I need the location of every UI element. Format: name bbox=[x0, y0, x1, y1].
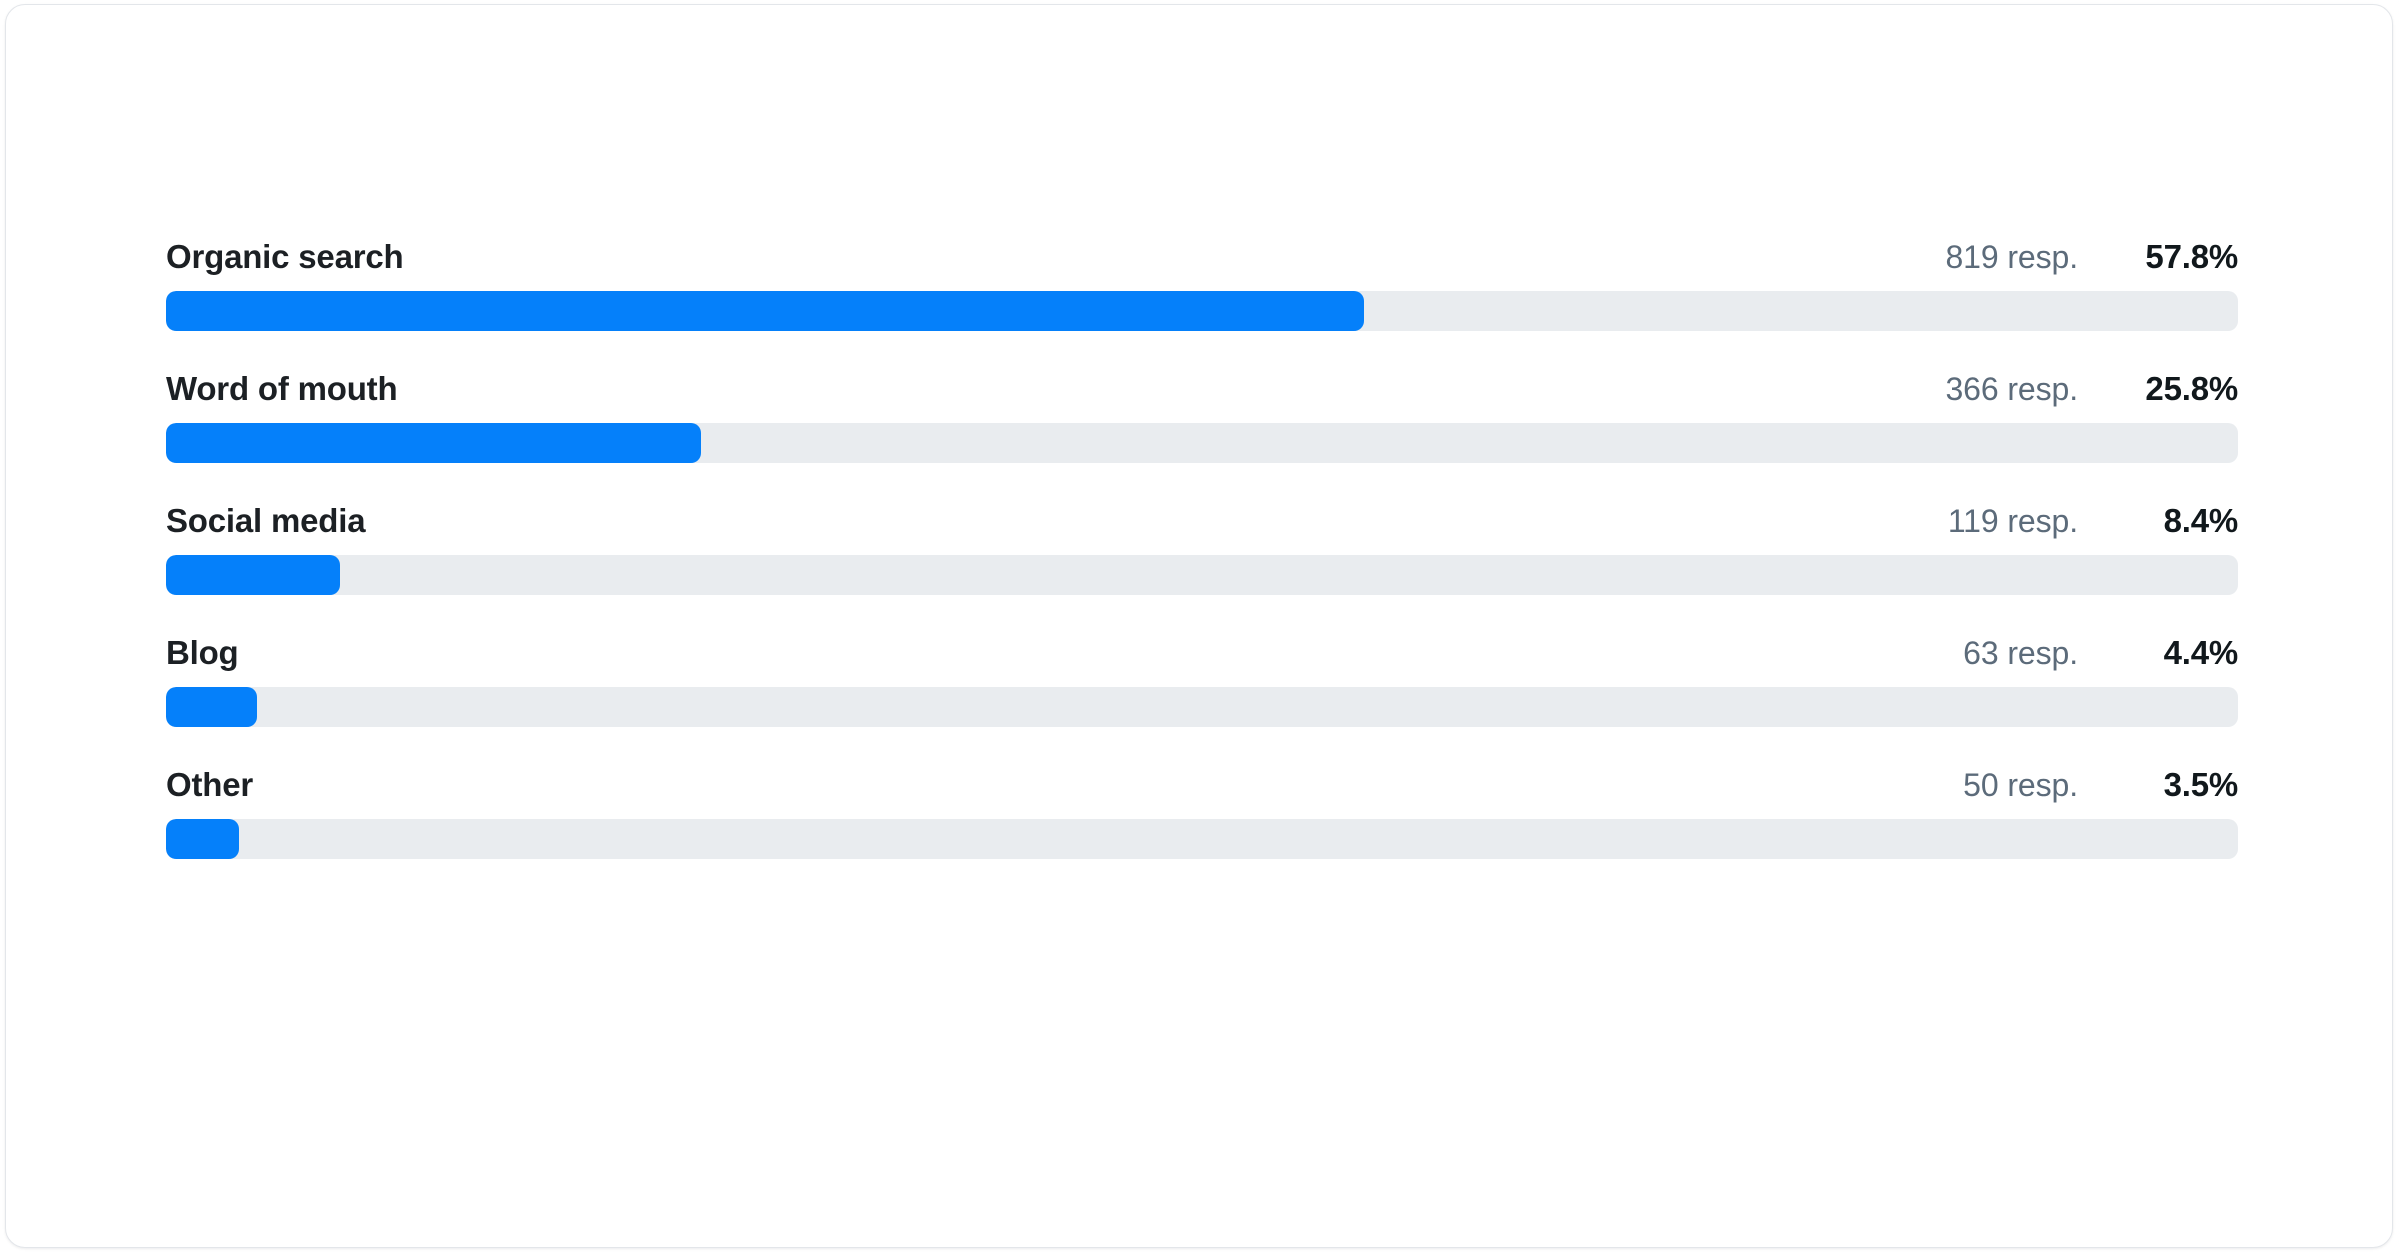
bar-row-values: 63 resp. 4.4% bbox=[1963, 631, 2238, 675]
bar-row-count: 366 resp. bbox=[1945, 371, 2078, 407]
bar-row-percent: 8.4% bbox=[2163, 502, 2239, 539]
bar-fill bbox=[166, 555, 341, 595]
bar-row-percent: 25.8% bbox=[2145, 370, 2238, 407]
bar-fill bbox=[166, 423, 701, 463]
bar-fill bbox=[166, 687, 258, 727]
bar-row-percent: 4.4% bbox=[2163, 634, 2239, 671]
bar-row-count: 119 resp. bbox=[1947, 503, 2078, 539]
bar-row-values: 819 resp. 57.8% bbox=[1945, 235, 2238, 279]
bar-fill bbox=[166, 291, 1364, 331]
results-card: Organic search 819 resp. 57.8% Word of m… bbox=[5, 4, 2393, 1248]
bar-row-values: 119 resp. 8.4% bbox=[1948, 499, 2238, 543]
bar-fill bbox=[166, 819, 239, 859]
bar-row-label: Social media bbox=[166, 502, 366, 539]
bar-row-count: 50 resp. bbox=[1963, 767, 2078, 803]
bar-row-header: Other 50 resp. 3.5% bbox=[166, 763, 2238, 807]
bar-track bbox=[166, 423, 2238, 463]
bar-row[interactable]: Organic search 819 resp. 57.8% bbox=[166, 235, 2238, 331]
bar-row-header: Social media 119 resp. 8.4% bbox=[166, 499, 2238, 543]
bar-row-label: Blog bbox=[166, 634, 239, 671]
bar-row-values: 50 resp. 3.5% bbox=[1963, 763, 2238, 807]
bar-row-header: Blog 63 resp. 4.4% bbox=[166, 631, 2238, 675]
bar-row[interactable]: Other 50 resp. 3.5% bbox=[166, 763, 2238, 859]
bar-track bbox=[166, 687, 2238, 727]
bar-track bbox=[166, 291, 2238, 331]
response-breakdown-chart: Organic search 819 resp. 57.8% Word of m… bbox=[166, 235, 2238, 859]
bar-row-label: Organic search bbox=[166, 238, 404, 275]
bar-row[interactable]: Blog 63 resp. 4.4% bbox=[166, 631, 2238, 727]
bar-track bbox=[166, 819, 2238, 859]
bar-row-values: 366 resp. 25.8% bbox=[1945, 367, 2238, 411]
bar-row[interactable]: Word of mouth 366 resp. 25.8% bbox=[166, 367, 2238, 463]
bar-row-header: Word of mouth 366 resp. 25.8% bbox=[166, 367, 2238, 411]
bar-row-label: Other bbox=[166, 766, 254, 803]
bar-track bbox=[166, 555, 2238, 595]
bar-row-percent: 57.8% bbox=[2145, 238, 2238, 275]
bar-row-header: Organic search 819 resp. 57.8% bbox=[166, 235, 2238, 279]
bar-row-label: Word of mouth bbox=[166, 370, 398, 407]
bar-row-count: 819 resp. bbox=[1945, 239, 2078, 275]
bar-row-percent: 3.5% bbox=[2163, 766, 2239, 803]
bar-row-count: 63 resp. bbox=[1963, 635, 2078, 671]
bar-row[interactable]: Social media 119 resp. 8.4% bbox=[166, 499, 2238, 595]
